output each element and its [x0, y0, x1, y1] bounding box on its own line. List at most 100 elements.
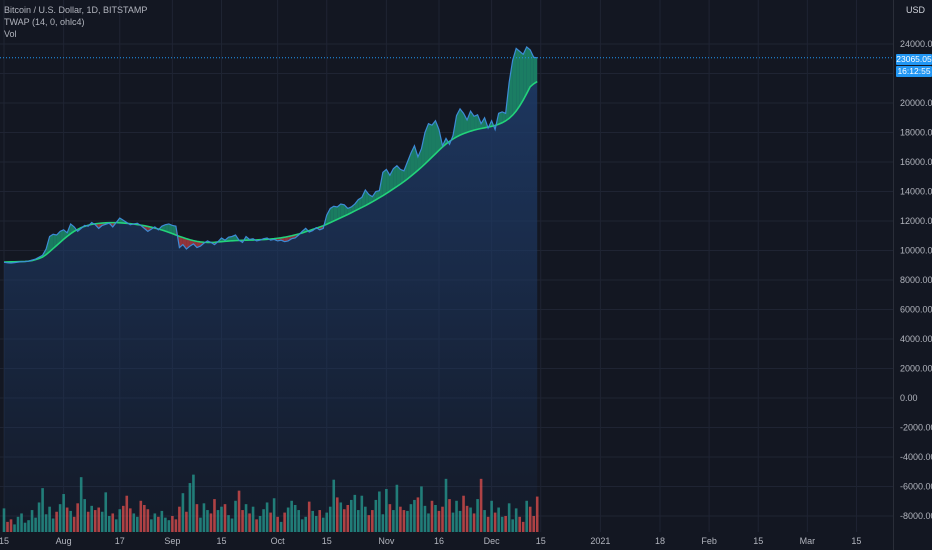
volume-bar — [216, 510, 220, 532]
x-tick-label: Mar — [800, 536, 816, 546]
twap-band-segment — [481, 117, 485, 129]
volume-bar — [178, 506, 181, 532]
currency-label[interactable]: USD — [906, 5, 926, 15]
indicator-label[interactable]: TWAP (14, 0, ohlc4) — [4, 17, 85, 27]
volume-bar — [469, 507, 472, 532]
y-tick-label: -6000.00 — [900, 482, 932, 492]
y-tick-label: 0.00 — [900, 393, 918, 403]
volume-bar — [6, 521, 9, 532]
volume-bar — [153, 513, 157, 532]
volume-bar — [434, 505, 437, 532]
volume-bar — [185, 511, 188, 532]
symbol-title[interactable]: Bitcoin / U.S. Dollar, 1D, BITSTAMP — [4, 5, 148, 15]
volume-bar — [265, 502, 269, 532]
volume-label[interactable]: Vol — [4, 29, 17, 39]
twap-band-segment — [533, 57, 538, 84]
volume-bar — [48, 506, 51, 532]
volume-bar — [353, 494, 357, 532]
volume-bar — [83, 499, 86, 532]
twap-band-segment — [530, 49, 534, 87]
volume-bar — [230, 518, 234, 532]
volume-bar — [423, 505, 427, 532]
volume-bar — [399, 506, 402, 532]
volume-bar — [62, 494, 65, 532]
x-tick-label: 15 — [851, 536, 861, 546]
volume-bar — [34, 517, 37, 532]
volume-bar — [279, 521, 283, 532]
volume-bar — [157, 516, 160, 532]
volume-bar — [125, 495, 129, 532]
volume-bar — [528, 506, 532, 532]
volume-bar — [402, 510, 406, 532]
twap-band-segment — [516, 48, 520, 111]
volume-bar — [427, 513, 430, 532]
volume-bar — [272, 498, 276, 532]
twap-band-segment — [326, 208, 331, 225]
x-tick-label: Feb — [701, 536, 717, 546]
x-tick-label: Aug — [56, 536, 72, 546]
volume-bar — [465, 505, 469, 532]
twap-band-segment — [400, 169, 404, 185]
volume-bar — [448, 499, 451, 532]
volume-bar — [114, 519, 118, 532]
volume-bar — [420, 486, 423, 532]
volume-bar — [174, 519, 178, 532]
x-tick-label: 16 — [434, 536, 444, 546]
volume-bar — [493, 512, 497, 532]
volume-bar — [30, 510, 34, 532]
twap-band-segment — [407, 153, 411, 179]
volume-bar — [406, 510, 409, 532]
twap-band-segment — [333, 206, 338, 221]
volume-bar — [318, 510, 322, 532]
volume-bar — [202, 503, 206, 532]
volume-bar — [9, 519, 13, 532]
volume-bar — [20, 513, 23, 532]
twap-band-segment — [523, 46, 527, 101]
volume-bar — [244, 504, 248, 532]
volume-bar — [367, 515, 371, 532]
volume-bar — [86, 511, 90, 532]
volume-bar — [195, 504, 199, 532]
twap-band-segment — [502, 111, 506, 123]
volume-bar — [234, 500, 237, 532]
volume-bar — [107, 515, 111, 532]
twap-band-segment — [431, 120, 436, 158]
volume-bar — [209, 513, 213, 532]
countdown-tag: 16:12:55 — [896, 66, 932, 77]
volume-bar — [385, 488, 388, 532]
volume-bar — [514, 508, 518, 532]
twap-band-segment — [393, 165, 397, 189]
volume-bar — [395, 484, 399, 532]
volume-bar — [392, 510, 395, 532]
volume-bar — [430, 500, 434, 532]
volume-bar — [413, 499, 416, 532]
volume-bar — [76, 503, 79, 532]
volume-bar — [192, 474, 195, 532]
y-tick-label: 14000.00 — [900, 187, 932, 197]
twap-band-segment — [358, 197, 362, 210]
volume-bar — [213, 499, 216, 532]
last-price-tag: 23065.05 — [896, 54, 932, 65]
volume-bar — [104, 492, 108, 532]
volume-bar — [27, 520, 30, 532]
twap-band-segment — [396, 165, 401, 187]
volume-bar — [339, 502, 343, 532]
volume-bar — [504, 515, 507, 532]
volume-bar — [346, 505, 350, 532]
volume-bar — [364, 506, 367, 532]
volume-bar — [128, 508, 132, 532]
volume-bar — [378, 491, 381, 532]
volume-bar — [290, 500, 293, 532]
y-tick-label: 20000.00 — [900, 98, 932, 108]
x-tick-label: 2021 — [590, 536, 610, 546]
price-area-fill — [4, 46, 538, 532]
y-tick-label: -4000.00 — [900, 452, 932, 462]
x-tick-label: Nov — [378, 536, 395, 546]
y-tick-label: -2000.00 — [900, 423, 932, 433]
volume-bar — [360, 495, 364, 532]
volume-bar — [286, 507, 290, 532]
volume-bar — [349, 499, 353, 532]
volume-bar — [65, 507, 69, 532]
